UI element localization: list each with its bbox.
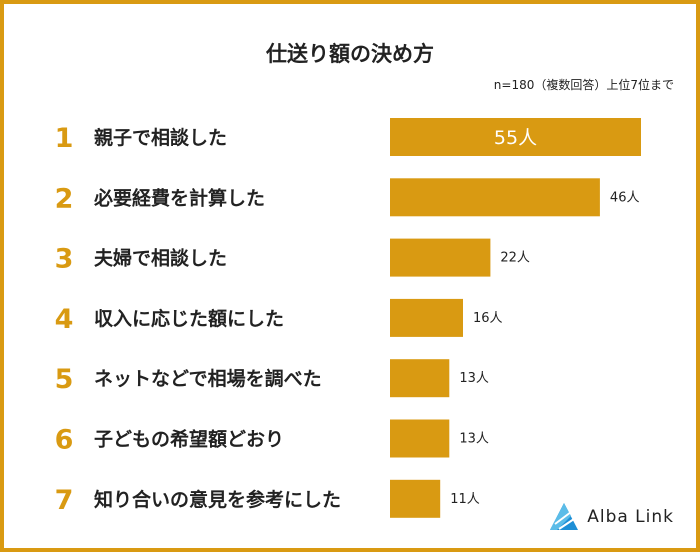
value-label: 11人 — [450, 492, 480, 507]
brand-logo: Alba Link — [549, 502, 674, 532]
bar — [390, 479, 441, 518]
sample-note: n=180（複数回答）上位7位まで — [493, 78, 674, 92]
bar — [390, 419, 450, 458]
value-label: 46人 — [610, 190, 640, 205]
category-label: 知り合いの意見を参考にした — [94, 488, 341, 511]
bar — [390, 238, 491, 277]
category-label: ネットなどで相場を調べた — [94, 367, 322, 390]
category-label: 収入に応じた額にした — [94, 307, 284, 330]
value-label: 13人 — [459, 371, 489, 386]
rank-number: 3 — [55, 244, 74, 275]
rank-number: 2 — [55, 183, 74, 214]
bar — [390, 178, 600, 217]
value-label: 13人 — [459, 432, 489, 447]
rank-number: 1 — [55, 123, 74, 154]
rank-number: 7 — [55, 485, 74, 516]
rank-number: 4 — [55, 304, 74, 335]
value-label: 16人 — [473, 311, 503, 326]
category-label: 子どもの希望額どおり — [94, 428, 284, 451]
rank-number: 5 — [55, 364, 74, 395]
bar — [390, 359, 450, 398]
bar — [390, 298, 463, 337]
chart-title: 仕送り額の決め方 — [266, 42, 434, 66]
value-label: 22人 — [500, 251, 530, 266]
category-label: 必要経費を計算した — [93, 186, 265, 209]
category-label: 親子で相談した — [94, 126, 227, 149]
bar — [390, 118, 641, 156]
alba-link-triangle-icon — [550, 503, 579, 530]
rank-number: 6 — [55, 425, 74, 456]
category-label: 夫婦で相談した — [94, 247, 227, 270]
value-label: 55人 — [494, 127, 537, 149]
brand-name: Alba Link — [587, 507, 674, 527]
